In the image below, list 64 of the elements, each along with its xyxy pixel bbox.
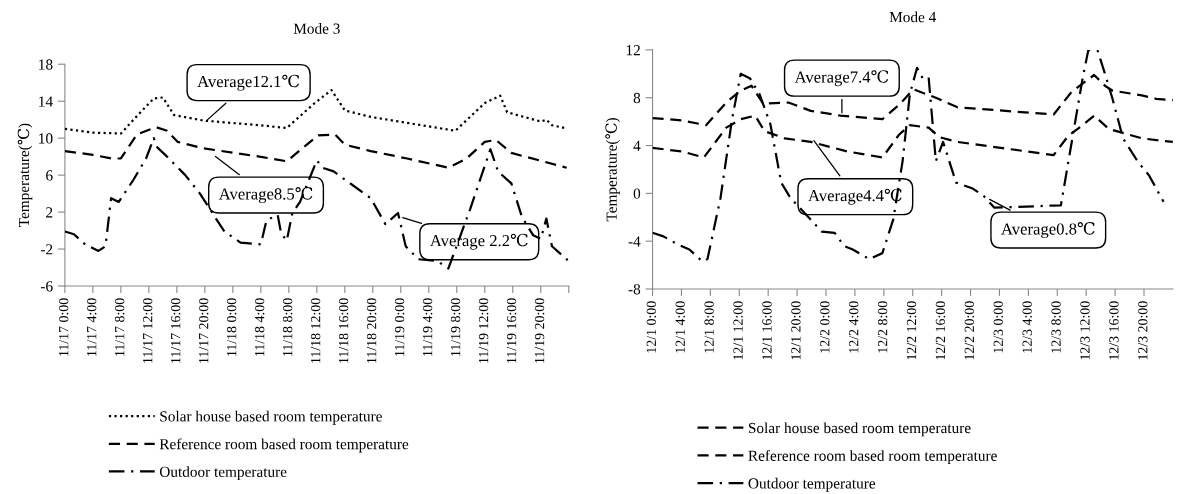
x-tick-label: 12/3 8:00	[1051, 301, 1061, 353]
y-tick-label: 10	[39, 133, 53, 144]
x-tick-label: 12/2 20:00	[964, 301, 975, 360]
x-tick-label: 11/18 16:00	[338, 298, 349, 363]
y-tick-label: 18	[39, 59, 53, 70]
y-tick-label: -6	[40, 281, 53, 292]
x-tick-label: 12/2 4:00	[849, 301, 859, 353]
y-tick-label: 12	[626, 45, 640, 56]
x-tick-label: 11/19 0:00	[394, 298, 405, 356]
x-tick-label: 11/18 12:00	[310, 298, 321, 363]
annotation: Average7.4℃	[794, 70, 889, 87]
x-tick-label: 11/19 4:00	[422, 298, 433, 356]
annotation: Average12.1℃	[197, 74, 300, 91]
x-tick-label: 11/17 12:00	[142, 298, 153, 363]
y-axis-title: Temperature(℃)	[605, 118, 620, 222]
x-tick-label: 12/3 0:00	[993, 301, 1003, 353]
x-tick-label: 12/1 12:00	[733, 301, 743, 360]
x-tick-label: 12/3 4:00	[1022, 301, 1032, 353]
y-tick-label: -4	[628, 236, 641, 247]
legend-label: Solar house based room temperature	[748, 422, 971, 437]
x-tick-label: 11/18 0:00	[226, 298, 237, 356]
x-tick-label: 11/19 12:00	[478, 298, 489, 363]
chart-title: Mode 4	[889, 11, 937, 23]
x-tick-label: 12/2 8:00	[877, 301, 888, 353]
x-tick-label: 12/1 8:00	[704, 301, 714, 353]
x-tick-label: 11/17 0:00	[59, 298, 69, 356]
legend-label: Reference room based room temperature	[159, 438, 409, 453]
x-tick-label: 11/19 20:00	[534, 298, 545, 363]
legend-label: Outdoor temperature	[748, 477, 876, 492]
x-tick-label: 12/1 4:00	[675, 301, 685, 353]
x-tick-label: 12/3 16:00	[1109, 301, 1119, 360]
annotation: Average 2.2℃	[430, 233, 528, 250]
x-tick-label: 12/1 0:00	[646, 301, 657, 353]
annotation: Average0.8℃	[1001, 222, 1095, 239]
y-tick-label: 2	[46, 207, 53, 218]
x-tick-label: 11/19 8:00	[450, 298, 461, 356]
x-tick-label: 11/18 20:00	[366, 298, 377, 363]
annotation: Average8.5℃	[218, 187, 313, 204]
x-tick-label: 11/18 8:00	[282, 298, 293, 356]
y-tick-label: 0	[633, 188, 641, 199]
x-tick-label: 12/3 20:00	[1138, 301, 1148, 360]
x-tick-label: 11/19 16:00	[506, 298, 517, 363]
x-tick-label: 12/2 16:00	[935, 301, 946, 360]
y-tick-label: 14	[39, 96, 53, 107]
y-tick-label: 6	[46, 170, 53, 181]
x-tick-label: 11/17 4:00	[87, 298, 97, 356]
y-tick-label: 4	[633, 140, 641, 151]
x-tick-label: 11/17 16:00	[170, 298, 181, 363]
y-axis-title: Temperature(℃)	[17, 123, 33, 227]
x-tick-label: 12/3 12:00	[1080, 301, 1090, 360]
y-tick-label: -2	[40, 244, 53, 255]
x-tick-label: 12/2 0:00	[820, 301, 830, 353]
x-tick-label: 12/1 16:00	[762, 301, 772, 360]
y-tick-label: 8	[633, 92, 641, 104]
x-tick-label: 12/2 12:00	[906, 301, 917, 360]
legend-label: Solar house based room temperature	[160, 410, 382, 425]
x-tick-label: 11/17 8:00	[114, 298, 125, 356]
y-tick-label: -8	[628, 284, 641, 295]
chart-title: Mode 3	[293, 23, 340, 34]
x-tick-label: 11/18 4:00	[254, 298, 265, 356]
legend-label: Reference room based room temperature	[748, 449, 997, 464]
x-tick-label: 12/1 20:00	[791, 301, 801, 360]
legend-label: Outdoor temperature	[159, 466, 287, 481]
x-tick-label: 11/17 20:00	[198, 298, 209, 363]
